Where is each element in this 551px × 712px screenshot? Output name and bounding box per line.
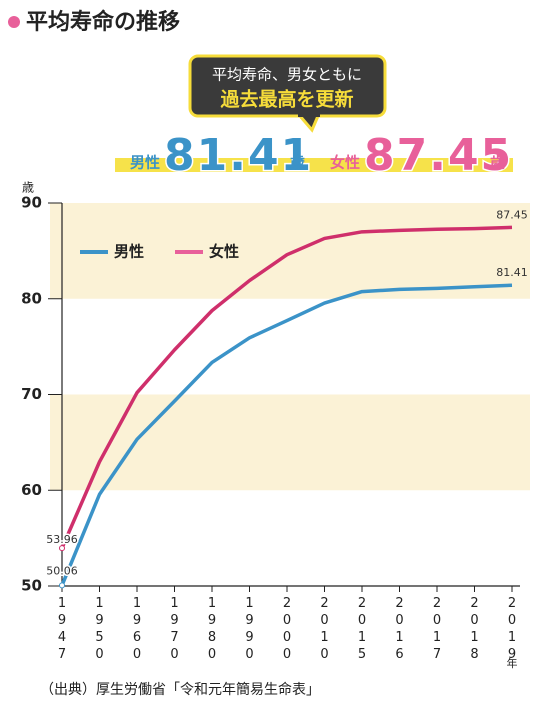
x-tick-label: 1970 xyxy=(167,596,182,664)
x-tick-label: 2015 xyxy=(355,596,370,664)
x-tick-label: 1950 xyxy=(92,596,107,664)
data-label: 53.96 xyxy=(46,533,78,546)
x-tick-label: 2016 xyxy=(392,596,407,664)
x-tick-label: 2018 xyxy=(467,596,482,664)
x-tick-label: 1960 xyxy=(130,596,145,664)
x-tick-label: 2019 xyxy=(505,596,520,664)
headline-value: 81.41 xyxy=(164,130,313,181)
x-tick-label: 2017 xyxy=(430,596,445,664)
band xyxy=(50,203,530,299)
series-line xyxy=(60,225,513,549)
x-tick-label: 1980 xyxy=(205,596,220,664)
callout-tail-cover xyxy=(298,112,320,117)
title-bullet xyxy=(8,16,20,28)
series-line xyxy=(60,283,513,587)
headline-value: 87.45 xyxy=(364,130,513,181)
x-tick-label: 1990 xyxy=(242,596,257,664)
x-tick-label: 2010 xyxy=(317,596,332,664)
y-tick-label: 50 xyxy=(21,577,42,595)
end-point xyxy=(59,582,65,589)
data-label: 81.41 xyxy=(496,266,528,279)
y-tick-label: 70 xyxy=(21,385,42,403)
x-unit: 年 xyxy=(507,656,518,670)
y-tick-label: 60 xyxy=(21,481,42,499)
headline-unit: 歳 xyxy=(290,154,305,172)
legend-label: 女性 xyxy=(209,243,239,261)
callout-line: 平均寿命、男女ともに xyxy=(212,66,362,84)
legend-label: 男性 xyxy=(114,243,144,261)
y-tick-label: 90 xyxy=(21,194,42,212)
callout-box xyxy=(188,54,387,118)
end-point xyxy=(59,545,65,552)
headline-unit: 歳 xyxy=(490,154,505,172)
y-tick-label: 80 xyxy=(21,289,42,307)
x-tick-label: 2000 xyxy=(280,596,295,664)
band xyxy=(50,394,530,491)
chart-title: 平均寿命の推移 xyxy=(26,9,180,35)
callout-line: 過去最高を更新 xyxy=(220,88,353,111)
callout: 平均寿命、男女ともに 過去最高を更新 xyxy=(188,54,387,133)
data-label: 50.06 xyxy=(46,564,78,577)
data-label: 87.45 xyxy=(496,208,528,221)
callout-tail xyxy=(298,115,320,133)
source: （出典）厚生労働省「令和元年簡易生命表」 xyxy=(40,681,320,698)
headline-label: 男性 xyxy=(130,154,160,172)
y-unit: 歳 xyxy=(22,181,34,195)
headline-label: 女性 xyxy=(330,154,360,172)
x-tick-label: 1947 xyxy=(55,596,70,664)
headline-highlight xyxy=(115,158,513,172)
